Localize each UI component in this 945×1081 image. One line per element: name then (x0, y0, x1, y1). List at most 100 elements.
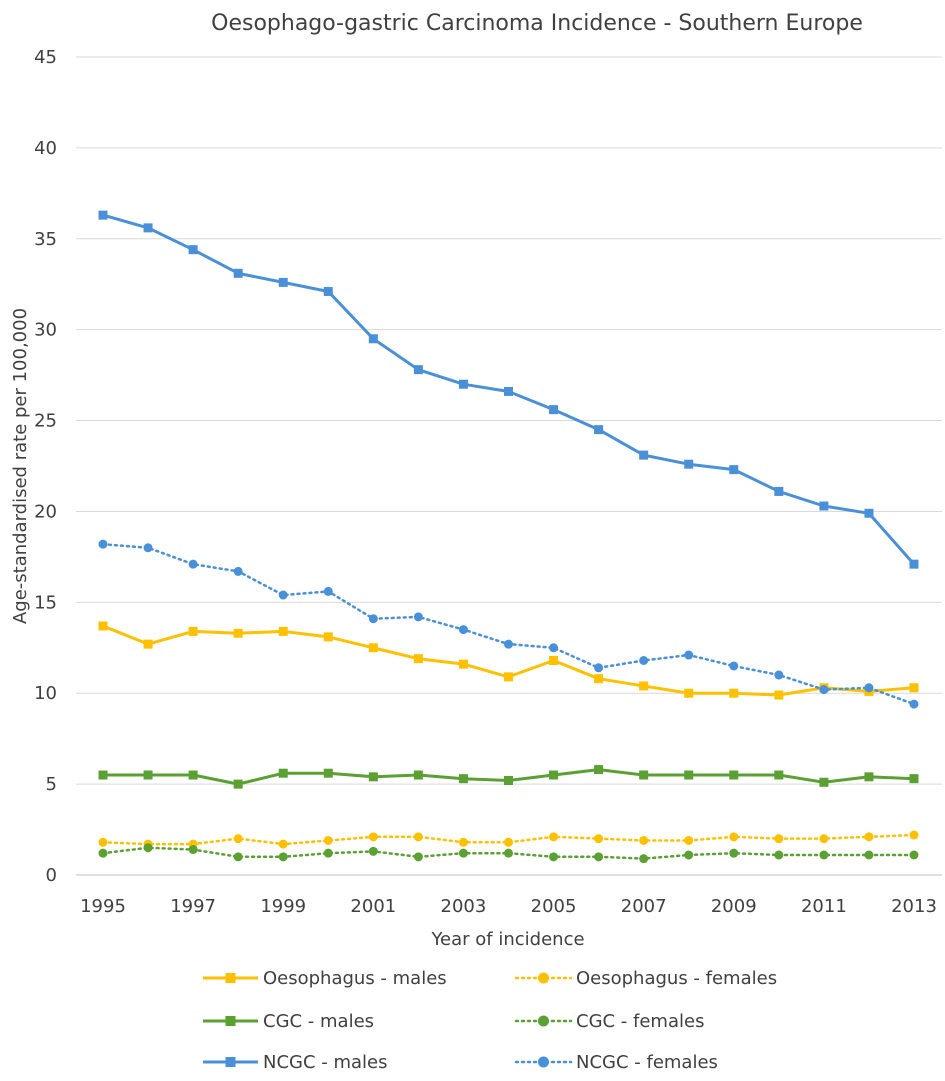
data-point (864, 508, 874, 518)
data-point (729, 661, 739, 671)
gridlines (76, 56, 942, 876)
data-point (909, 683, 919, 693)
x-axis-label: Year of incidence (430, 929, 584, 950)
data-point (864, 832, 874, 842)
legend-label: CGC - females (576, 1011, 704, 1032)
data-point (368, 334, 378, 344)
data-point (233, 628, 243, 638)
data-point (143, 223, 153, 233)
data-point (278, 277, 288, 287)
data-point (819, 850, 829, 860)
data-point (819, 685, 829, 695)
data-point (774, 486, 784, 496)
legend-label: NCGC - females (576, 1052, 718, 1073)
data-point (909, 699, 919, 709)
data-point (323, 835, 333, 845)
y-tick-label: 25 (34, 411, 57, 432)
x-tick-label: 2007 (621, 896, 667, 917)
data-point (774, 834, 784, 844)
data-point (278, 852, 288, 862)
data-point (774, 850, 784, 860)
data-point (98, 837, 108, 847)
data-point (639, 770, 649, 780)
data-point (774, 770, 784, 780)
legend-label: CGC - males (263, 1011, 374, 1032)
series-oesophagus-males (98, 621, 919, 700)
data-point (549, 852, 559, 862)
data-point (458, 625, 468, 635)
data-point (909, 559, 919, 569)
data-point (368, 614, 378, 624)
data-point (864, 683, 874, 693)
data-point (594, 852, 604, 862)
data-point (413, 832, 423, 842)
data-point (684, 650, 694, 660)
data-point (538, 972, 549, 984)
legend-item: NCGC - females (514, 1052, 718, 1073)
data-point (278, 839, 288, 849)
legend-label: Oesophagus - females (576, 968, 777, 989)
series-layer (98, 210, 919, 864)
data-point (639, 835, 649, 845)
y-tick-label: 0 (46, 865, 57, 886)
data-point (188, 770, 198, 780)
data-point (549, 832, 559, 842)
data-point (819, 777, 829, 787)
x-axis-ticks: 1995 1997 1999 2001 2003 2005 2007 2009 2011 2013 (80, 896, 937, 917)
data-point (594, 663, 604, 673)
x-tick-label: 1999 (260, 896, 306, 917)
data-point (639, 681, 649, 691)
y-tick-label: 30 (34, 320, 57, 341)
legend-item: CGC - males (203, 1011, 374, 1032)
data-point (98, 210, 108, 220)
data-point (143, 543, 153, 553)
data-point (98, 621, 108, 631)
x-tick-label: 2001 (350, 896, 396, 917)
data-point (413, 365, 423, 375)
data-point (98, 539, 108, 549)
data-point (323, 848, 333, 858)
data-point (504, 672, 513, 682)
data-point (458, 379, 468, 389)
data-point (278, 590, 288, 600)
legend-label: Oesophagus - males (263, 968, 447, 989)
data-point (233, 566, 243, 576)
data-point (225, 1016, 236, 1026)
series-line (102, 624, 915, 697)
x-tick-label: 2011 (801, 896, 847, 917)
data-point (233, 779, 243, 789)
data-point (323, 586, 333, 596)
y-tick-label: 5 (46, 774, 57, 795)
data-point (909, 830, 919, 840)
data-point (413, 612, 423, 622)
data-point (188, 845, 198, 855)
data-point (684, 459, 694, 469)
series-cgc-males (98, 765, 919, 789)
data-point (368, 772, 378, 782)
series-ncgc-males (98, 210, 919, 569)
legend-item: Oesophagus - females (514, 968, 777, 989)
data-point (594, 834, 604, 844)
data-point (368, 643, 378, 653)
y-axis-label: Age-standardised rate per 100,000 (10, 308, 31, 624)
data-point (458, 848, 468, 858)
data-point (729, 832, 739, 842)
x-tick-label: 2005 (531, 896, 577, 917)
data-point (225, 1057, 236, 1067)
data-point (413, 852, 423, 862)
data-point (774, 690, 784, 700)
data-point (729, 688, 739, 698)
legend-item: CGC - females (514, 1011, 704, 1032)
data-point (188, 559, 198, 569)
data-point (504, 639, 513, 649)
series-oesophagus-females (98, 830, 919, 849)
data-point (233, 834, 243, 844)
legend: Oesophagus - males Oesophagus - females CG… (203, 968, 777, 1073)
data-point (909, 774, 919, 784)
y-tick-label: 20 (34, 501, 57, 522)
y-tick-label: 40 (34, 138, 57, 159)
data-point (594, 425, 604, 435)
data-point (323, 632, 333, 642)
x-tick-label: 2003 (441, 896, 487, 917)
data-point (774, 670, 784, 680)
